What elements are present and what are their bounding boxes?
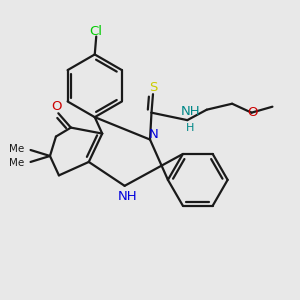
- Text: N: N: [149, 128, 158, 141]
- Text: O: O: [51, 100, 62, 113]
- Text: Me: Me: [9, 144, 25, 154]
- Text: Cl: Cl: [90, 25, 103, 38]
- Text: Me: Me: [9, 158, 25, 167]
- Text: O: O: [247, 106, 258, 118]
- Text: NH: NH: [181, 105, 200, 118]
- Text: S: S: [149, 81, 158, 94]
- Text: H: H: [186, 122, 194, 133]
- Text: NH: NH: [118, 190, 137, 203]
